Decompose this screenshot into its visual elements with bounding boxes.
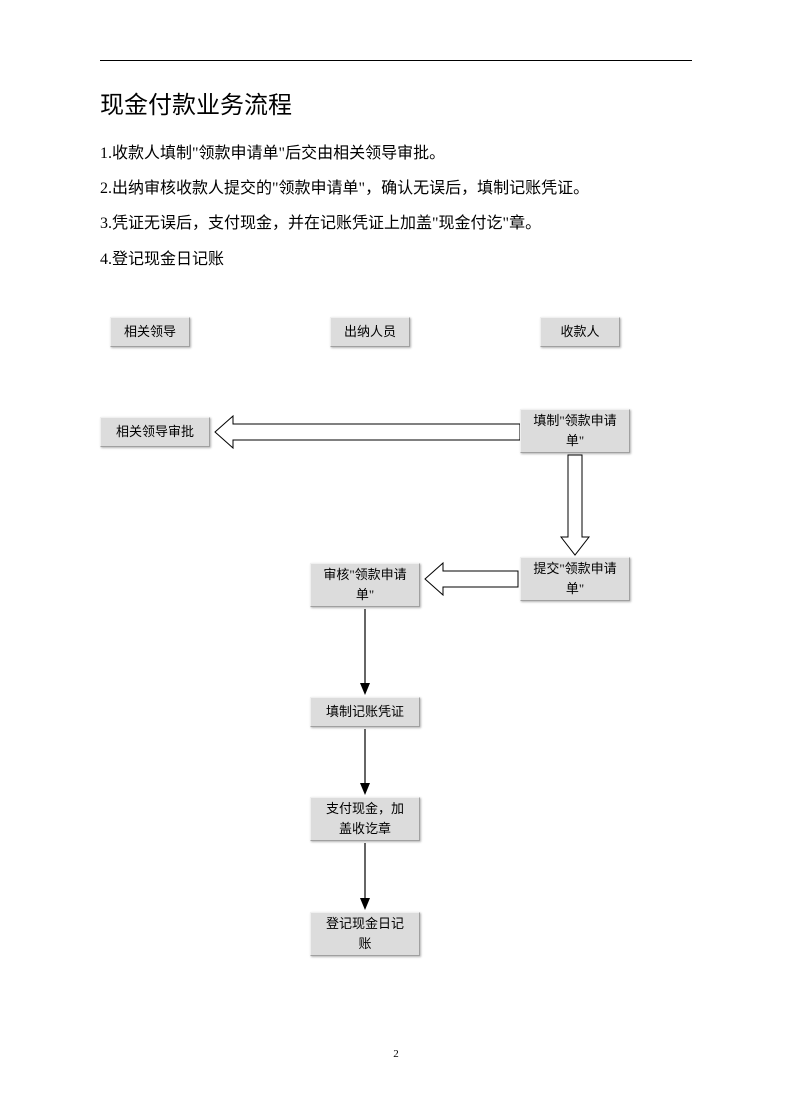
flow-header: 相关领导 xyxy=(110,317,190,347)
page-title: 现金付款业务流程 xyxy=(100,85,692,120)
page-number: 2 xyxy=(393,1048,399,1060)
flow-node: 支付现金，加盖收讫章 xyxy=(310,797,420,841)
step-1: 1.收款人填制"领款申请单"后交由相关领导审批。 xyxy=(100,136,692,171)
step-3: 3.凭证无误后，支付现金，并在记账凭证上加盖"现金付讫"章。 xyxy=(100,206,692,241)
step-4: 4.登记现金日记账 xyxy=(100,242,692,277)
flow-node: 填制"领款申请单" xyxy=(520,409,630,453)
flowchart: 相关领导 出纳人员 收款人相关领导审批 填制"领款申请单" 提交"领款申请单" 审核"领款… xyxy=(100,317,692,997)
flow-node: 相关领导审批 xyxy=(100,417,210,447)
flow-node: 提交"领款申请单" xyxy=(520,557,630,601)
step-2: 2.出纳审核收款人提交的"领款申请单"，确认无误后，填制记账凭证。 xyxy=(100,171,692,206)
flow-node: 填制记账凭证 xyxy=(310,697,420,727)
horizontal-rule xyxy=(100,60,692,61)
flow-header: 出纳人员 xyxy=(330,317,410,347)
flow-node: 审核"领款申请单" xyxy=(310,563,420,607)
flow-node: 登记现金日记账 xyxy=(310,912,420,956)
flow-header: 收款人 xyxy=(540,317,620,347)
